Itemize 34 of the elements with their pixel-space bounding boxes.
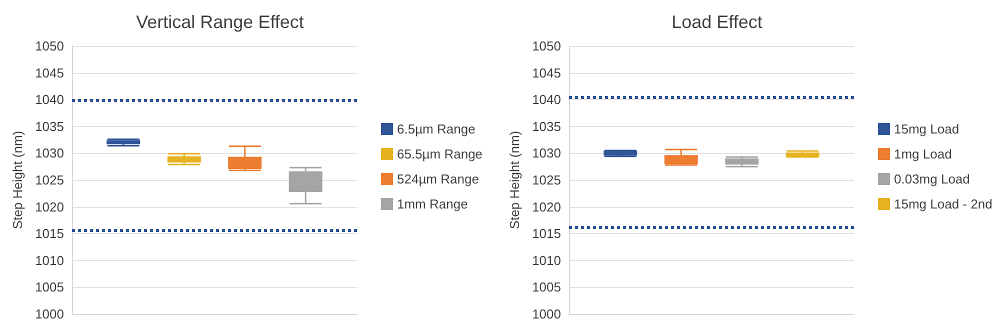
y-tick-label: 1025 xyxy=(532,172,561,188)
chart-title: Load Effect xyxy=(672,12,762,32)
y-tick-label: 1035 xyxy=(35,118,64,134)
y-tick-label: 1040 xyxy=(35,92,64,108)
y-axis-title: Step Height (nm) xyxy=(507,130,522,230)
y-tick-label: 1050 xyxy=(532,38,561,54)
y-tick-label: 1005 xyxy=(35,280,64,295)
y-tick-label: 1000 xyxy=(35,306,64,322)
chart-title: Vertical Range Effect xyxy=(136,12,304,32)
legend-label: 1mm Range xyxy=(397,196,468,212)
legend-label: 15mg Load - 2nd xyxy=(894,196,992,212)
y-tick-label: 1010 xyxy=(532,252,561,268)
y-tick-label: 1015 xyxy=(35,226,64,242)
y-tick-label: 1045 xyxy=(35,65,64,80)
legend-label: 65.5µm Range xyxy=(397,146,483,162)
y-tick-label: 1020 xyxy=(35,199,64,214)
legend-label: 0.03mg Load xyxy=(894,172,970,186)
y-tick-label: 1005 xyxy=(532,280,561,295)
legend-label: 1mg Load xyxy=(894,146,952,162)
legend-label: 524µm Range xyxy=(397,172,479,186)
y-tick-label: 1010 xyxy=(35,252,64,268)
y-tick-label: 1035 xyxy=(532,118,561,134)
y-tick-label: 1015 xyxy=(532,226,561,242)
y-axis-title: Step Height (nm) xyxy=(10,130,25,230)
legend-label: 15mg Load xyxy=(894,122,960,136)
legend-label: 6.5µm Range xyxy=(397,122,476,136)
y-tick-label: 1050 xyxy=(35,38,64,54)
y-tick-label: 1030 xyxy=(35,146,64,161)
y-tick-label: 1040 xyxy=(532,92,561,108)
y-tick-label: 1025 xyxy=(35,172,64,188)
y-tick-label: 1020 xyxy=(532,199,561,214)
y-tick-label: 1045 xyxy=(532,65,561,80)
y-tick-label: 1030 xyxy=(532,146,561,161)
y-tick-label: 1000 xyxy=(532,306,561,322)
